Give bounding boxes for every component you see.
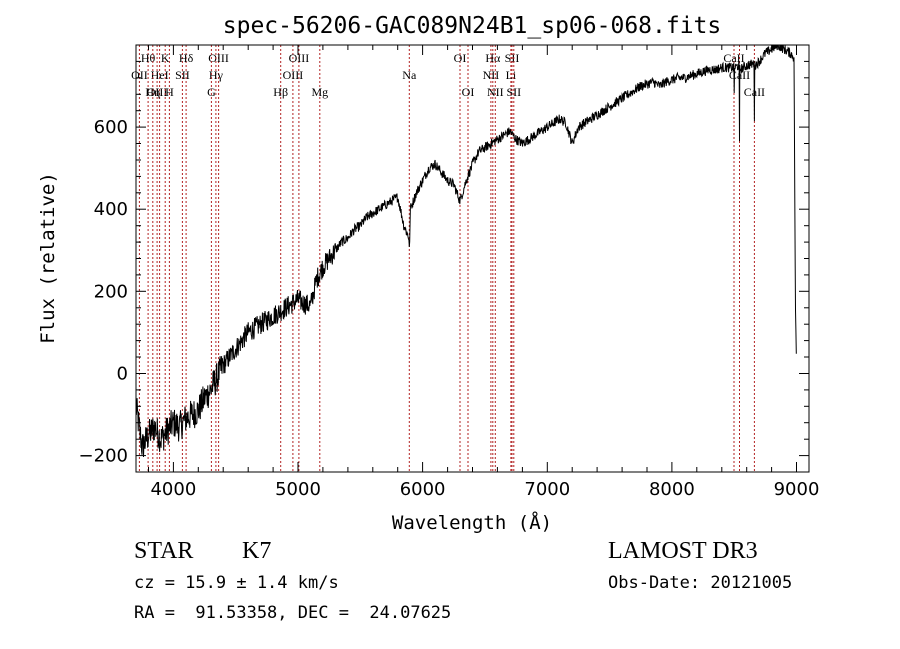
x-axis-label: Wavelength (Å) bbox=[392, 511, 552, 534]
x-tick-label: 7000 bbox=[524, 479, 570, 500]
y-axis-label: Flux (relative) bbox=[37, 172, 59, 344]
y-tick-label: 200 bbox=[94, 281, 128, 302]
line-label: NII bbox=[483, 68, 500, 82]
line-label: SII bbox=[175, 68, 190, 82]
line-label: OIII bbox=[283, 68, 304, 82]
line-label: OIII bbox=[147, 85, 168, 99]
x-tick-label: 9000 bbox=[774, 479, 820, 500]
redshift-value: cz = 15.9 ± 1.4 km/s bbox=[134, 573, 339, 593]
object-subclass: K7 bbox=[242, 538, 272, 564]
y-tick-label: 600 bbox=[94, 117, 128, 138]
line-label: Hγ bbox=[209, 68, 224, 82]
x-tick-label: 8000 bbox=[649, 479, 695, 500]
line-label: OIII bbox=[208, 51, 229, 65]
line-label: NII bbox=[487, 85, 504, 99]
line-label: Hη bbox=[145, 85, 160, 99]
line-label: Hβ bbox=[273, 85, 288, 99]
x-tick-label: 6000 bbox=[400, 479, 446, 500]
line-label: Na bbox=[402, 68, 417, 82]
x-axis: 4000 5000 6000 7000 8000 9000 bbox=[148, 45, 820, 500]
line-label: Li bbox=[506, 68, 517, 82]
line-label: OIII bbox=[289, 51, 310, 65]
y-axis: −200 0 200 400 600 bbox=[79, 44, 809, 467]
line-label: H bbox=[165, 85, 174, 99]
x-tick-label: 4000 bbox=[150, 479, 196, 500]
line-label: OII bbox=[131, 68, 148, 82]
y-tick-label: −200 bbox=[79, 446, 128, 467]
flux-series-line bbox=[135, 44, 797, 458]
plot-frame bbox=[135, 44, 810, 473]
chart-title: spec-56206-GAC089N24B1_sp06-068.fits bbox=[223, 13, 722, 39]
line-label: Hθ bbox=[141, 51, 156, 65]
y-tick-label: 0 bbox=[117, 364, 128, 385]
line-label: OI bbox=[462, 85, 475, 99]
line-label: OI bbox=[454, 51, 467, 65]
y-tick-label: 400 bbox=[94, 199, 128, 220]
line-label: K bbox=[161, 51, 170, 65]
line-label: Hα bbox=[485, 51, 501, 65]
coordinates: RA = 91.53358, DEC = 24.07625 bbox=[134, 603, 452, 623]
line-label: HeI bbox=[151, 68, 169, 82]
survey-label: LAMOST DR3 bbox=[608, 538, 758, 564]
line-label: SII bbox=[506, 85, 521, 99]
line-label: Mg bbox=[311, 85, 328, 99]
line-label: SII bbox=[505, 51, 520, 65]
line-label: Hδ bbox=[179, 51, 194, 65]
x-tick-label: 5000 bbox=[275, 479, 321, 500]
object-class: STAR bbox=[134, 538, 194, 564]
obs-date: Obs-Date: 20121005 bbox=[608, 573, 793, 593]
line-label: G bbox=[207, 85, 216, 99]
